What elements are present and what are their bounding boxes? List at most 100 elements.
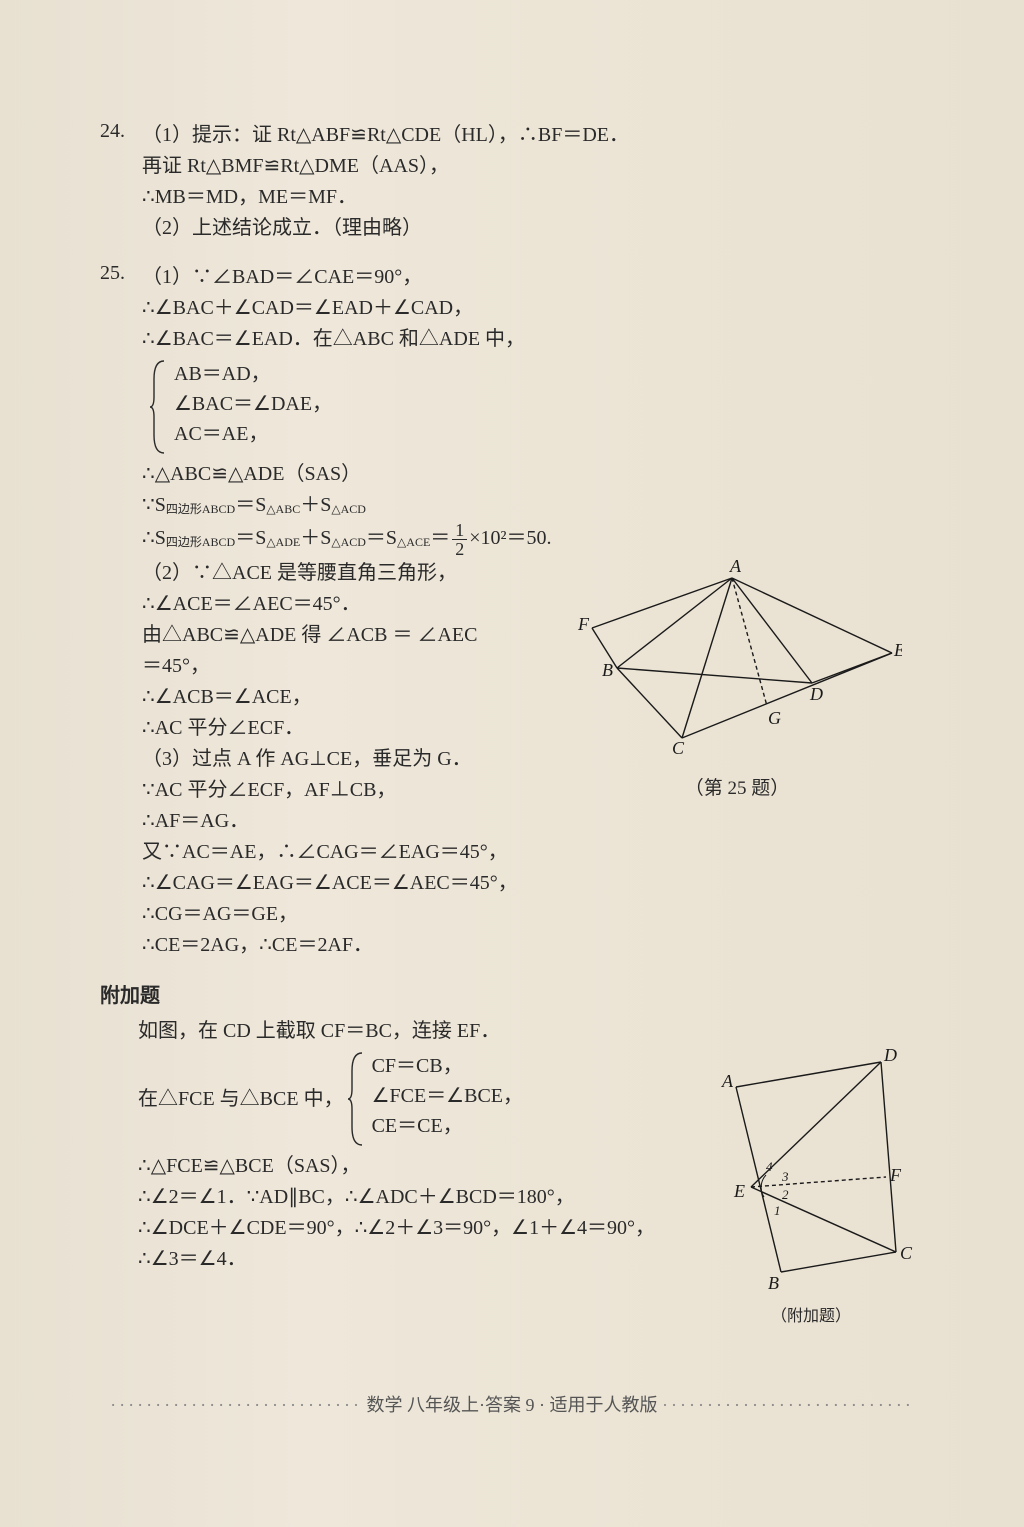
footer-dots-right: ···························· (662, 1395, 914, 1415)
q25-brace1-a: AB＝AD， (174, 363, 271, 385)
q25-p1-l2: ∴∠BAC＋∠CAD＝∠EAD＋∠CAD， (142, 297, 473, 319)
subscript: △ACD (331, 502, 366, 516)
subscript: △ABC (266, 502, 300, 516)
q25-p1-l4: ∴△ABC≌△ADE（SAS） (142, 463, 361, 485)
footer-text: 数学 八年级上·答案 9 · 适用于人教版 (367, 1395, 663, 1415)
question-24: 24. （1）提示：证 Rt△ABF≌Rt△CDE（HL），∴BF＝DE． 再证… (100, 120, 924, 244)
text: ＋S (300, 527, 331, 549)
left-brace-icon (150, 359, 168, 455)
bonus-l4: ∴∠2＝∠1．∵AD∥BC，∴∠ADC＋∠BCD＝180°， (138, 1186, 575, 1208)
q25-figure-col: A F B C D E G （第 25 题） (572, 558, 902, 803)
bonus-brace: CF＝CB， ∠FCE＝∠BCE， CE＝CE， (348, 1051, 523, 1147)
label-F: F (577, 614, 590, 634)
q25-p1-l5: ∵S四边形ABCD＝S△ABC＋S△ACD (142, 494, 366, 516)
angle-2: 2 (782, 1187, 789, 1202)
q25-brace1-c: AC＝AE， (174, 423, 268, 445)
label-E: E (893, 640, 902, 660)
bonus-l3: ∴△FCE≌△BCE（SAS）， (138, 1155, 361, 1177)
q25-p3-l3: ∴AF＝AG． (142, 810, 249, 832)
bonus-l2-row: 在△FCE 与△BCE 中， CF＝CB， ∠FCE＝∠BCE， CE＝CE， (138, 1047, 698, 1151)
text: ＝S (235, 527, 266, 549)
q25-brace1-content: AB＝AD， ∠BAC＝∠DAE， AC＝AE， (168, 359, 332, 455)
bonus-title: 附加题 (100, 979, 924, 1008)
q24-line1: （1）提示：证 Rt△ABF≌Rt△CDE（HL），∴BF＝DE． (142, 124, 629, 146)
bonus-figure-col: A D B C E F 1 2 3 4 (698, 1047, 924, 1326)
q25-p1-l6: ∴S四边形ABCD＝S△ADE＋S△ACD＝S△ACE＝12×10²＝50. (142, 527, 552, 549)
q25-p2-l2: ∴∠ACE＝∠AEC＝45°． (142, 593, 361, 615)
bonus-l6: ∴∠3＝∠4． (138, 1248, 247, 1270)
q25-p3-l1: （3）过点 A 作 AG⊥CE，垂足为 G． (142, 748, 472, 770)
q25-brace1: AB＝AD， ∠BAC＝∠DAE， AC＝AE， (150, 359, 902, 455)
bonus-figure-caption: （附加题） (698, 1302, 924, 1326)
angle-3: 3 (781, 1169, 789, 1184)
subscript: △ADE (266, 535, 300, 549)
q25-number: 25. (100, 262, 138, 285)
q25-figure-caption: （第 25 题） (572, 774, 902, 803)
page: 24. （1）提示：证 Rt△ABF≌Rt△CDE（HL），∴BF＝DE． 再证… (0, 0, 1024, 1527)
q25-p2-l1: （2）∵△ACE 是等腰直角三角形， (142, 562, 457, 584)
bonus-body: 如图，在 CD 上截取 CF＝BC，连接 EF． 在△FCE 与△BCE 中， … (100, 1016, 924, 1326)
q25-figure: A F B C D E G (572, 558, 902, 758)
footer-dots-left: ···························· (110, 1395, 362, 1415)
angle-4: 4 (766, 1159, 773, 1174)
q25-p3-l6: ∴CG＝AG＝GE， (142, 903, 298, 925)
bonus-brace-content: CF＝CB， ∠FCE＝∠BCE， CE＝CE， (366, 1051, 523, 1147)
label-F: F (889, 1165, 902, 1185)
text: ＝ (430, 527, 450, 549)
text: ＝S (366, 527, 397, 549)
label-A: A (729, 558, 742, 576)
left-brace-icon (348, 1051, 366, 1147)
bonus-brace-a: CF＝CB， (372, 1055, 463, 1077)
q25-row2: （2）∵△ACE 是等腰直角三角形， ∴∠ACE＝∠AEC＝45°． 由△ABC… (142, 558, 902, 837)
numerator: 1 (452, 521, 467, 540)
label-E: E (733, 1181, 745, 1201)
label-C: C (672, 738, 685, 758)
text: ＋S (300, 494, 331, 516)
q25-p2-l5: ∴∠ACB＝∠ACE， (142, 686, 312, 708)
bonus-l1: 如图，在 CD 上截取 CF＝BC，连接 EF． (138, 1016, 924, 1047)
label-A: A (721, 1071, 734, 1091)
subscript: 四边形ABCD (166, 502, 235, 516)
label-D: D (883, 1047, 897, 1065)
q25-body: （1）∵∠BAD＝∠CAE＝90°， ∴∠BAC＋∠CAD＝∠EAD＋∠CAD，… (142, 262, 902, 961)
q24-line4: （2）上述结论成立．（理由略） (142, 217, 422, 239)
subscript: 四边形ABCD (166, 535, 235, 549)
label-D: D (809, 684, 823, 704)
angle-1: 1 (774, 1203, 781, 1218)
q25-p2-l3: 由△ABC≌△ADE 得 ∠ACB ＝ ∠AEC (142, 624, 478, 646)
q25-brace1-b: ∠BAC＝∠DAE， (174, 393, 332, 415)
bonus-text-col: 在△FCE 与△BCE 中， CF＝CB， ∠FCE＝∠BCE， CE＝CE， … (138, 1047, 698, 1275)
q25-p3-l5: ∴∠CAG＝∠EAG＝∠ACE＝∠AEC＝45°， (142, 872, 518, 894)
q24-line3: ∴MB＝MD，ME＝MF． (142, 186, 357, 208)
question-25: 25. （1）∵∠BAD＝∠CAE＝90°， ∴∠BAC＋∠CAD＝∠EAD＋∠… (100, 262, 924, 961)
bonus-brace-b: ∠FCE＝∠BCE， (372, 1085, 523, 1107)
label-B: B (768, 1273, 779, 1293)
q25-p2-l4: ＝45°， (142, 655, 210, 677)
fraction: 12 (450, 521, 469, 558)
text: ＝S (235, 494, 266, 516)
q24-number: 24. (100, 120, 138, 143)
bonus-l2-pre: 在△FCE 与△BCE 中， (138, 1084, 344, 1115)
page-footer: ···························· 数学 八年级上·答案 … (0, 1391, 1024, 1417)
q25-p1-l1: （1）∵∠BAD＝∠CAE＝90°， (142, 266, 422, 288)
bonus-figure: A D B C E F 1 2 3 4 (706, 1047, 916, 1297)
label-B: B (602, 660, 613, 680)
text: ∴S (142, 527, 166, 549)
q24-line2: 再证 Rt△BMF≌Rt△DME（AAS）， (142, 155, 449, 177)
q25-p3-l2: ∵AC 平分∠ECF，AF⊥CB， (142, 779, 396, 801)
bonus-brace-c: CE＝CE， (372, 1115, 463, 1137)
q25-p3-l7: ∴CE＝2AG，∴CE＝2AF． (142, 934, 373, 956)
text: ×10²＝50. (469, 527, 551, 549)
label-C: C (900, 1243, 913, 1263)
subscript: △ACE (397, 535, 430, 549)
subscript: △ACD (331, 535, 366, 549)
bonus-row: 在△FCE 与△BCE 中， CF＝CB， ∠FCE＝∠BCE， CE＝CE， … (138, 1047, 924, 1326)
q25-p3-l4: 又∵AC＝AE，∴∠CAG＝∠EAG＝45°， (142, 841, 508, 863)
bonus-l5: ∴∠DCE＋∠CDE＝90°，∴∠2＋∠3＝90°，∠1＋∠4＝90°， (138, 1217, 655, 1239)
q25-p1-l3: ∴∠BAC＝∠EAD．在△ABC 和△ADE 中， (142, 328, 525, 350)
q25-part2-text: （2）∵△ACE 是等腰直角三角形， ∴∠ACE＝∠AEC＝45°． 由△ABC… (142, 558, 572, 837)
text: ∵S (142, 494, 166, 516)
q25-p2-l6: ∴AC 平分∠ECF． (142, 717, 304, 739)
label-G: G (768, 708, 781, 728)
denominator: 2 (452, 540, 467, 558)
